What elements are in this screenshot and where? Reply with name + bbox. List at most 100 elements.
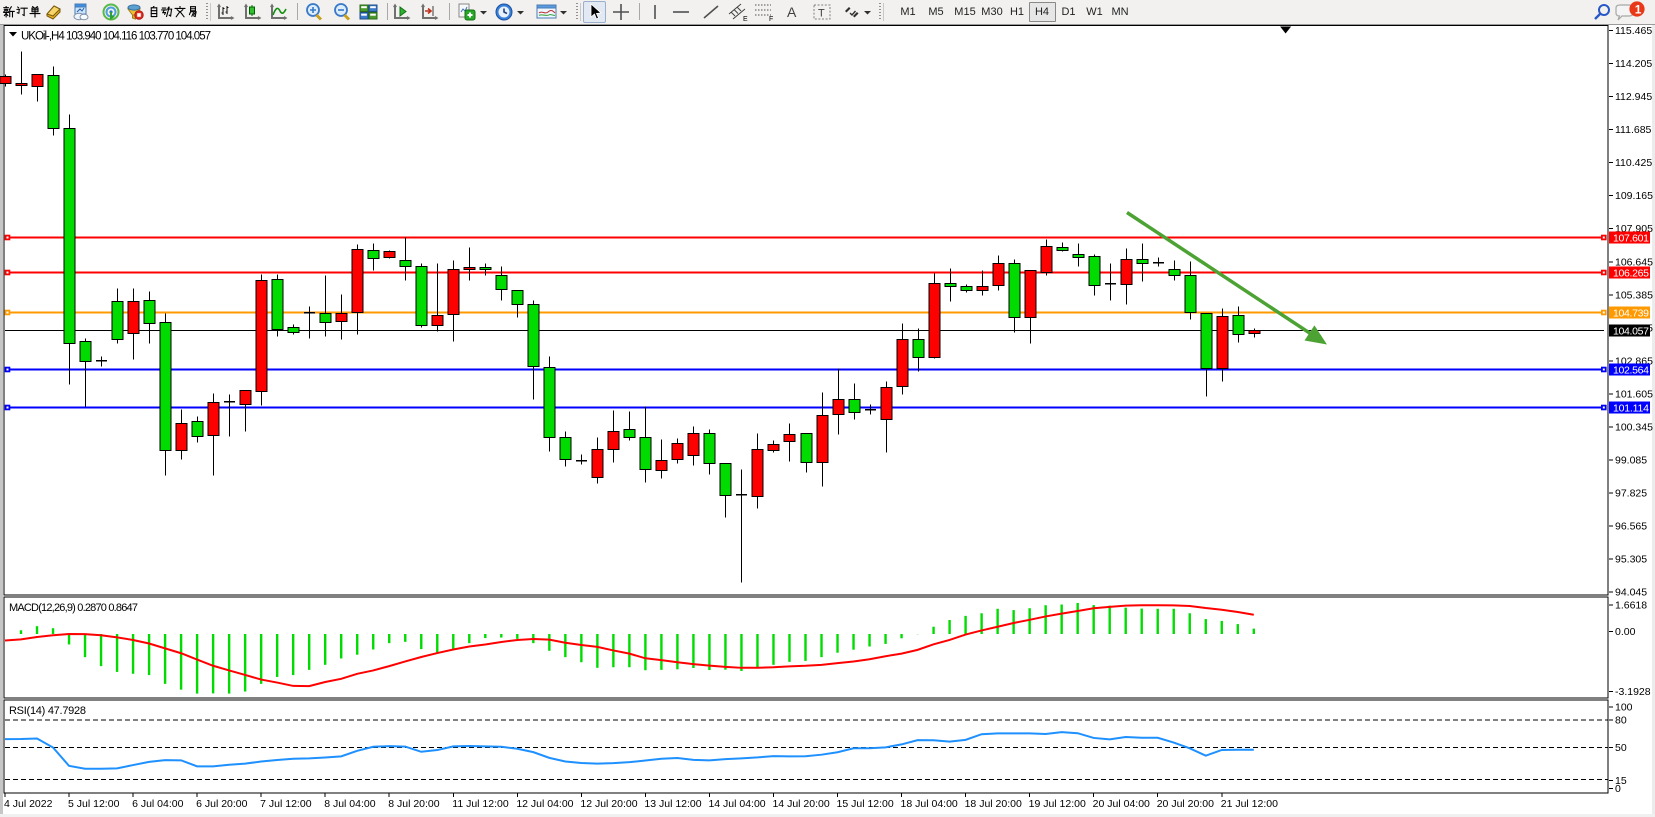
periods-caret-icon[interactable] <box>516 1 525 23</box>
price-axis-label: 111.685 <box>1615 124 1652 136</box>
timeframe-h1-button[interactable]: H1 <box>1009 6 1025 18</box>
candle-body <box>671 443 684 460</box>
window-frame-right <box>1652 25 1655 817</box>
candle-body <box>703 433 716 464</box>
candle-body <box>111 301 124 340</box>
timeframe-m30-button[interactable]: M30 <box>981 6 1003 18</box>
indicators-icon[interactable] <box>457 1 477 23</box>
window-frame-bottom <box>0 814 1655 817</box>
bars-mode-icon[interactable] <box>216 1 236 23</box>
date-axis-label: 13 Jul 12:00 <box>644 798 701 810</box>
trend-arrow-line[interactable] <box>1126 211 1315 338</box>
rsi-axis-label: 80 <box>1615 715 1627 727</box>
timeframe-m1-button[interactable]: M1 <box>900 6 916 18</box>
periods-icon[interactable] <box>494 1 514 23</box>
price-axis-label: 109.165 <box>1615 190 1653 202</box>
date-axis-label: 5 Jul 12:00 <box>68 798 120 810</box>
rsi-panel <box>3 699 1609 794</box>
line-anchor-marker-center <box>1602 406 1605 409</box>
templates-icon[interactable] <box>536 1 557 23</box>
new-chart-icon[interactable] <box>71 1 90 23</box>
text-icon[interactable]: A <box>785 1 801 23</box>
candle-body <box>559 437 572 460</box>
price-axis-label: 114.205 <box>1615 58 1652 70</box>
rsi-label: RSI(14) 47.7928 <box>9 705 86 717</box>
price-axis-label: 110.425 <box>1615 157 1652 169</box>
line-anchor-marker-center <box>1602 236 1605 239</box>
autotrading-button[interactable] <box>148 1 199 23</box>
rsi-axis-label: 0 <box>1615 783 1621 795</box>
date-axis-label: 18 Jul 20:00 <box>965 798 1022 810</box>
arrows-icon[interactable] <box>842 1 862 23</box>
arrows-caret-icon[interactable] <box>863 1 872 23</box>
timeframe-m5-button[interactable]: M5 <box>928 6 944 18</box>
toolbar-grip[interactable] <box>205 3 211 21</box>
line-anchor-marker-center <box>6 271 9 274</box>
candle-body <box>255 280 268 392</box>
candle-body <box>367 250 380 259</box>
price-tag <box>1609 306 1650 319</box>
toolbar-grip[interactable] <box>878 3 884 21</box>
candles-mode-icon[interactable] <box>243 1 263 23</box>
tile-windows-icon[interactable] <box>359 1 378 23</box>
symbol-title: UKOil-,H4 103.940 104.116 103.770 104.05… <box>21 31 211 43</box>
line-anchor-marker-center <box>1602 271 1605 274</box>
line-anchor-marker-center <box>6 311 9 314</box>
date-axis-label: 8 Jul 04:00 <box>324 798 376 810</box>
candle-body <box>1040 246 1053 273</box>
cursor-icon[interactable] <box>583 1 606 23</box>
chat-notification-icon[interactable]: 1 <box>1613 0 1647 23</box>
signals-icon[interactable] <box>102 1 120 23</box>
date-axis-label: 6 Jul 20:00 <box>196 798 248 810</box>
candle-body <box>1184 275 1197 313</box>
candle-body <box>832 399 845 415</box>
fibonacci-icon[interactable]: F <box>753 1 775 23</box>
equidistant-channel-icon[interactable]: E <box>727 1 749 23</box>
price-tag <box>1609 324 1650 337</box>
price-axis-label: 96.565 <box>1615 520 1647 532</box>
trendline-icon[interactable] <box>701 1 721 23</box>
auto-scroll-icon[interactable] <box>392 1 412 23</box>
search-icon[interactable] <box>1593 1 1612 23</box>
rsi-axis-label: 15 <box>1615 775 1627 787</box>
indicators-caret-icon[interactable] <box>479 1 488 23</box>
candle-body <box>960 286 973 291</box>
timeframe-m15-button[interactable]: M15 <box>954 6 976 18</box>
rsi-line <box>4 731 1254 770</box>
timeframe-w1-button[interactable]: W1 <box>1086 6 1103 18</box>
candle-body <box>783 434 796 442</box>
horizontal-line-icon[interactable] <box>671 1 691 23</box>
text-label-icon[interactable]: T <box>812 1 832 23</box>
symbol-dropdown-icon[interactable] <box>9 32 17 37</box>
crosshair-icon[interactable] <box>611 1 631 23</box>
line-anchor-marker-center <box>1602 311 1605 314</box>
zoom-out-icon[interactable] <box>332 1 352 23</box>
new-order-button[interactable] <box>3 1 41 23</box>
svg-text:1: 1 <box>1635 2 1642 16</box>
market-watch-book-icon[interactable] <box>44 1 63 23</box>
svg-text:T: T <box>818 8 825 20</box>
line-mode-icon[interactable] <box>269 1 289 23</box>
timeframe-mn-button[interactable]: MN <box>1111 6 1129 18</box>
chart-shift-icon[interactable] <box>420 1 440 23</box>
price-axis-label: 97.825 <box>1615 487 1647 499</box>
candle-body <box>639 437 652 470</box>
line-anchor-marker-center <box>6 368 9 371</box>
candle-body <box>335 313 348 322</box>
candle-body <box>351 249 364 313</box>
zoom-in-icon[interactable] <box>304 1 324 23</box>
chart-shift-marker[interactable] <box>1280 26 1292 34</box>
toolbar-grip[interactable] <box>575 3 581 21</box>
vertical-line-icon[interactable] <box>648 1 662 23</box>
trend-arrow-head[interactable] <box>1304 325 1327 345</box>
timeframe-h4-button[interactable]: H4 <box>1028 2 1056 22</box>
templates-caret-icon[interactable] <box>559 1 568 23</box>
line-anchor-marker-center <box>6 236 9 239</box>
chart-area[interactable]: 115.465 114.205 112.945 111.685 110.425 109.1… <box>0 25 1655 817</box>
svg-text:A: A <box>787 4 797 20</box>
candle-body <box>687 433 700 456</box>
timeframe-d1-button[interactable]: D1 <box>1061 6 1076 18</box>
autotrading-icon[interactable] <box>125 1 145 23</box>
price-tag-label: 107.601 <box>1613 232 1649 244</box>
